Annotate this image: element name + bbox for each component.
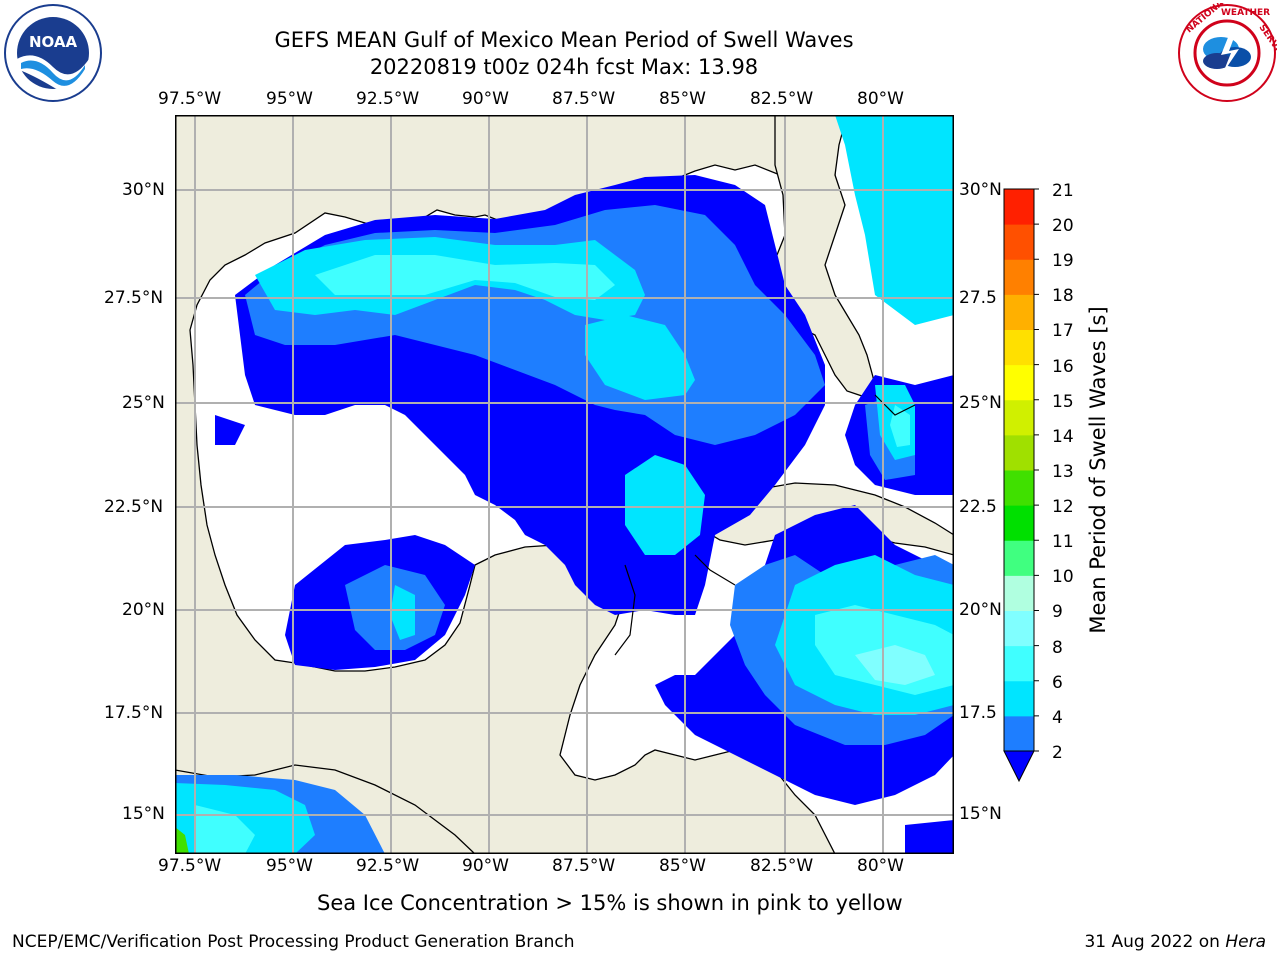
colorbar-tick-label: 10 [1052,567,1074,587]
colorbar-tick-label: 20 [1052,216,1074,236]
colorbar-band [1004,364,1034,401]
lat-label-left: 22.5°N [104,497,164,517]
colorbar-title: Mean Period of Swell Waves [s] [1086,306,1110,634]
colorbar-tick-label: 8 [1052,638,1063,658]
lat-label-left: 30°N [122,180,165,200]
colorbar-tick-label: 11 [1052,532,1074,552]
colorbar-tick-label: 6 [1052,673,1063,693]
lat-label-right: 17.5 [959,703,997,723]
colorbar-band [1004,259,1034,295]
nws-logo: NATIONAL WEATHER SERVICE [1178,3,1277,102]
chart-title: GEFS MEAN Gulf of Mexico Mean Period of … [274,28,854,52]
graticule [175,115,954,854]
colorbar-tick-label: 16 [1052,357,1074,377]
colorbar-tick-label: 14 [1052,427,1074,447]
colorbar-band [1004,540,1034,576]
lat-label-right: 27.5 [959,288,997,308]
colorbar-band [1004,224,1034,260]
lon-label-top: 97.5°W [158,89,222,109]
lon-label-top: 90°W [462,89,509,109]
footer-date-text: 31 Aug 2022 on [1084,932,1220,952]
lat-label-right: 22.5 [959,497,997,517]
lon-label-top: 80°W [857,89,904,109]
lon-label-bottom: 92.5°W [356,856,420,876]
colorbar-tick-label: 13 [1052,462,1074,482]
lat-label-left: 17.5°N [104,703,164,723]
lon-label-top: 87.5°W [552,89,616,109]
lon-label-bottom: 87.5°W [552,856,616,876]
lon-label-bottom: 90°W [462,856,509,876]
gulf-map [175,115,954,854]
lat-label-right: 30°N [959,180,1002,200]
lat-label-right: 20°N [959,600,1002,620]
lat-label-left: 27.5°N [104,288,164,308]
colorbar-extend-min [1003,750,1035,783]
lat-label-left: 20°N [122,600,165,620]
lon-label-top: 82.5°W [750,89,814,109]
colorbar-band [1004,329,1034,366]
colorbar-tick-label: 12 [1052,497,1074,517]
lon-label-top: 85°W [659,89,706,109]
colorbar-tick-label: 21 [1052,181,1074,201]
svg-text:WEATHER: WEATHER [1221,8,1270,18]
colorbar-tick-label: 17 [1052,321,1074,341]
colorbar-tick-label: 18 [1052,286,1074,306]
colorbar-band [1004,434,1034,471]
colorbar-band [1004,610,1034,647]
colorbar-tick-label: 2 [1052,743,1063,763]
lon-label-bottom: 97.5°W [158,856,222,876]
lon-label-bottom: 80°W [857,856,904,876]
colorbar-band [1004,294,1034,330]
colorbar [1003,188,1039,783]
lat-label-left: 25°N [122,393,165,413]
footer-credit: NCEP/EMC/Verification Post Processing Pr… [12,932,575,952]
lat-label-right: 25°N [959,393,1002,413]
colorbar-tick-label: 15 [1052,392,1074,412]
lon-label-top: 95°W [266,89,313,109]
colorbar-band [1004,189,1034,225]
lat-label-right: 15°N [959,804,1002,824]
colorbar-band [1004,645,1034,682]
sea-ice-note: Sea Ice Concentration > 15% is shown in … [317,891,903,915]
colorbar-band [1004,680,1034,717]
lon-label-top: 92.5°W [356,89,420,109]
colorbar-band [1004,470,1034,506]
noaa-logo-text: NOAA [29,33,78,51]
noaa-logo: NOAA [4,4,102,102]
footer-date: 31 Aug 2022 on Hera [1084,932,1266,952]
lon-label-bottom: 82.5°W [750,856,814,876]
colorbar-band [1004,399,1034,436]
colorbar-band [1004,505,1034,541]
lon-label-bottom: 85°W [659,856,706,876]
colorbar-band [1004,575,1034,611]
colorbar-tick-label: 19 [1052,251,1074,271]
footer-host: Hera [1225,932,1266,952]
lon-label-bottom: 95°W [266,856,313,876]
colorbar-tick-label: 4 [1052,708,1063,728]
chart-subtitle: 20220819 t00z 024h fcst Max: 13.98 [369,55,759,79]
colorbar-band [1004,715,1034,752]
colorbar-tick-label: 9 [1052,602,1063,622]
lat-label-left: 15°N [122,804,165,824]
